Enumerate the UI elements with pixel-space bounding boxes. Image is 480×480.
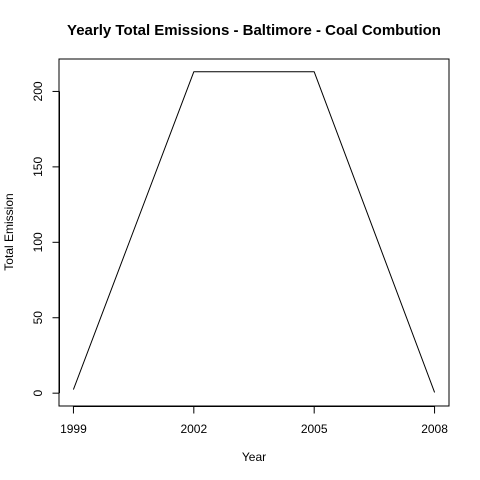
x-tick-label-2002: 2002: [180, 422, 207, 436]
x-axis-label: Year: [242, 450, 266, 464]
x-tick-label-2005: 2005: [301, 422, 328, 436]
series-line-1: [72, 71, 436, 393]
x-tick-label-2008: 2008: [421, 422, 448, 436]
y-axis-label: Total Emission: [2, 193, 16, 270]
x-tick-label-1999: 1999: [60, 422, 87, 436]
plot-frame: [58, 58, 450, 407]
y-tick-label-100: 100: [31, 232, 45, 252]
y-tick-label-150: 150: [31, 157, 45, 177]
y-tick-label-50: 50: [31, 311, 45, 325]
plot-area: [72, 71, 436, 393]
y-tick-label-0: 0: [31, 390, 45, 397]
chart-title: Yearly Total Emissions - Baltimore - Coa…: [67, 22, 441, 39]
axes: 1999 2002 2005 2008 0 50 100 150 200: [31, 58, 450, 436]
y-tick-label-200: 200: [31, 81, 45, 101]
